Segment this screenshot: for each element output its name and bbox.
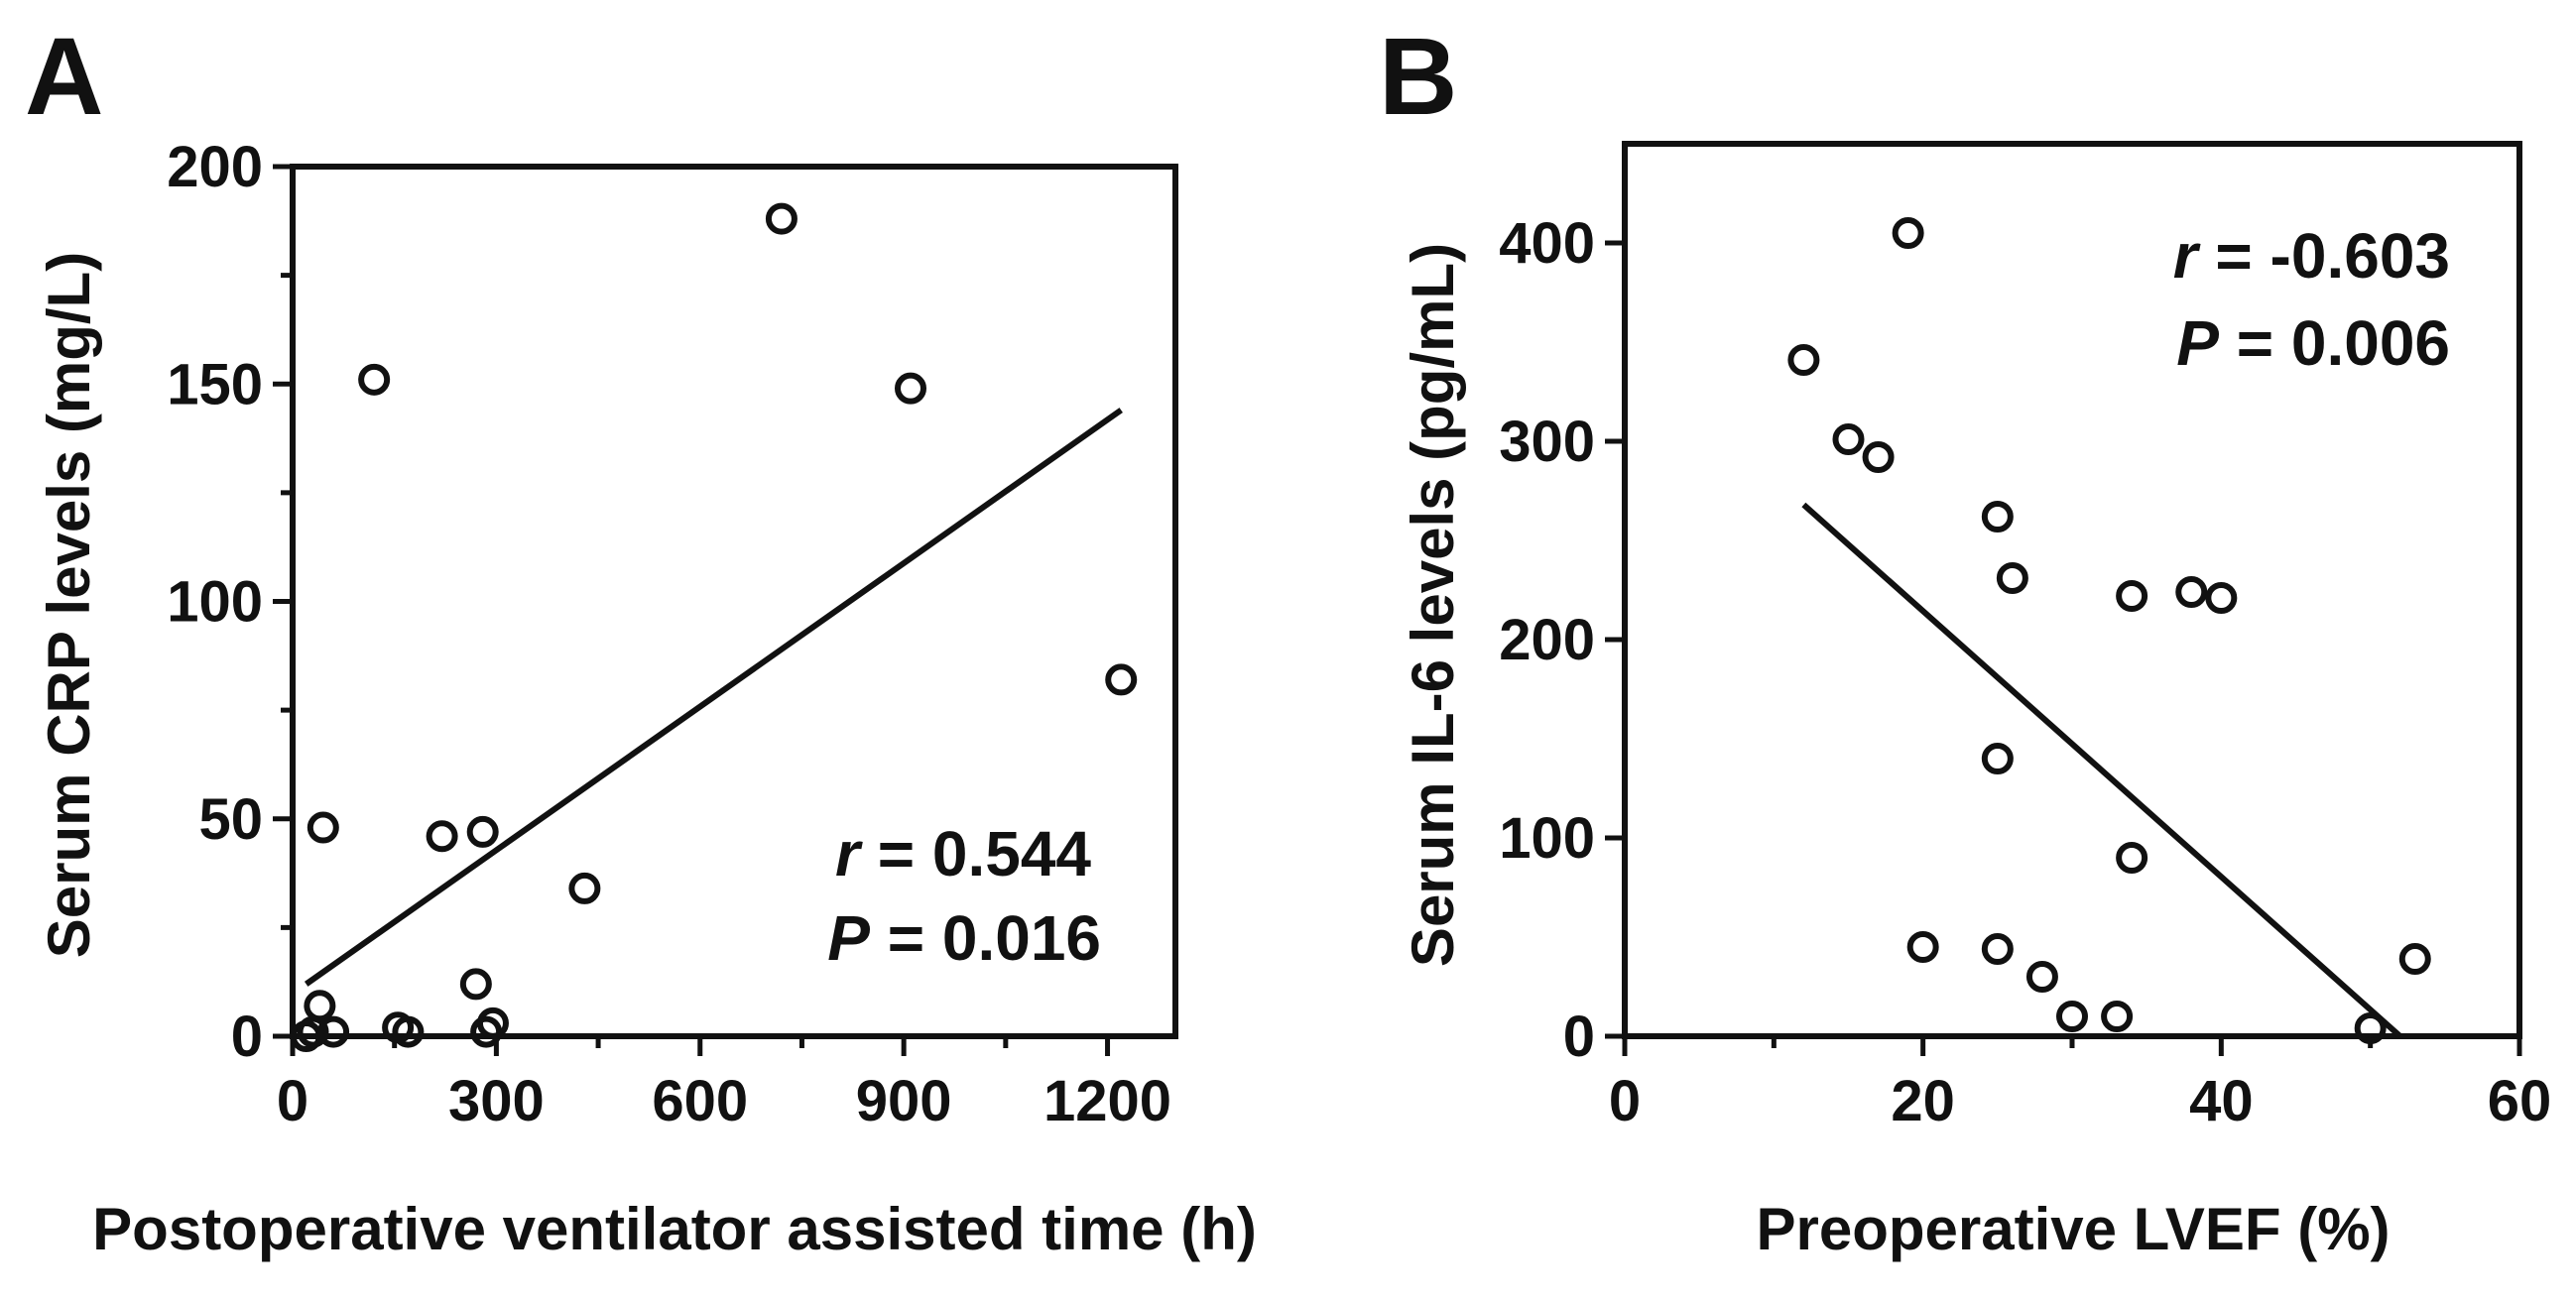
panel-b-y-tick-label: 0: [1563, 1005, 1595, 1069]
panel-a-data-point: [765, 202, 797, 235]
panel-a-data-point: [466, 815, 499, 848]
panel-a-data-point: [476, 1006, 509, 1039]
panel-b-y-tick-label: 100: [1499, 806, 1595, 871]
panel-b-data-point: [2116, 842, 2148, 874]
panel-b-x-tick-label: 60: [2488, 1069, 2552, 1133]
panel-a: A 0 300 600 900 1200 0 50 100 150 200 Postoperati…: [25, 16, 1257, 1262]
panel-b-data-point: [1981, 501, 2014, 533]
panel-a-x-tick-label: 1200: [1043, 1069, 1171, 1133]
panel-a-p-value: = 0.016: [870, 902, 1101, 974]
panel-a-data-point: [459, 968, 492, 1001]
panel-b-y-tick-label: 400: [1499, 211, 1595, 276]
panel-a-x-tick-label: 600: [652, 1069, 748, 1133]
panel-a-data-point: [307, 811, 339, 844]
panel-b-data-point: [2056, 1001, 2088, 1032]
panel-b-ticks: 0 20 40 60 0 100 200 300 400: [1499, 141, 2552, 1133]
panel-a-y-tick-label: 50: [198, 787, 263, 852]
panel-b-data-point: [2116, 580, 2148, 612]
panel-b-data-point: [2175, 576, 2208, 608]
panel-a-data-point: [1105, 663, 1138, 696]
panel-a-regression-line: [304, 408, 1123, 987]
panel-a-y-axis-label: Serum CRP levels (mg/L): [36, 252, 102, 958]
panel-a-letter: A: [25, 16, 103, 138]
panel-b-data-point: [1862, 441, 1895, 473]
panel-b-data-point: [1906, 931, 1939, 963]
panel-a-points: [290, 202, 1138, 1052]
panel-b-data-point: [2398, 943, 2431, 975]
panel-a-x-tick-label: 900: [856, 1069, 952, 1133]
panel-a-y-tick-label: 200: [167, 135, 263, 199]
panel-a-y-tick-label: 100: [167, 570, 263, 635]
panel-a-data-point: [568, 872, 601, 904]
panel-a-y-tick-label: 150: [167, 352, 263, 416]
panel-b-data-point: [1892, 217, 1924, 249]
panel-b-data-point: [1996, 562, 2028, 594]
panel-a-x-axis-label: Postoperative ventilator assisted time (…: [92, 1196, 1257, 1262]
panel-a-r-value: = 0.544: [860, 818, 1092, 889]
panel-b-x-tick-label: 40: [2189, 1069, 2254, 1133]
panel-a-r-symbol: r: [835, 818, 863, 889]
panel-b-data-point: [1832, 423, 1865, 455]
panel-a-data-point: [426, 820, 458, 853]
panel-b-x-tick-label: 20: [1891, 1069, 1955, 1133]
panel-b-p-value: = 0.006: [2219, 307, 2450, 379]
panel-a-data-point: [304, 990, 336, 1022]
panel-a-data-point: [392, 1015, 425, 1048]
panel-b-r-symbol: r: [2173, 220, 2201, 292]
panel-a-x-tick-label: 300: [448, 1069, 545, 1133]
panel-b-r-value: = -0.603: [2198, 220, 2450, 292]
panel-a-p-annotation: P = 0.016: [827, 902, 1101, 974]
panel-b-y-axis-label: Serum IL-6 levels (pg/mL): [1400, 243, 1466, 967]
panel-a-data-point: [317, 1015, 350, 1048]
panel-b-data-point: [1981, 933, 2014, 965]
panel-b-p-symbol: P: [2176, 307, 2219, 379]
panel-b-r-annotation: r = -0.603: [2173, 220, 2450, 292]
panel-b: B 0 20 40 60 0 100 200 300 400 Preoperative LVEF…: [1379, 16, 2551, 1262]
panel-a-y-tick-label: 0: [231, 1005, 263, 1069]
panel-a-p-symbol: P: [827, 902, 870, 974]
panel-b-data-point: [2025, 961, 2058, 993]
panel-b-points: [1787, 217, 2431, 1044]
panel-b-data-point: [2354, 1012, 2387, 1044]
panel-b-x-tick-label: 0: [1609, 1069, 1641, 1133]
panel-b-y-tick-label: 300: [1499, 410, 1595, 474]
panel-b-data-point: [1787, 344, 1820, 376]
panel-a-x-tick-label: 0: [277, 1069, 308, 1133]
panel-b-x-axis-label: Preoperative LVEF (%): [1756, 1196, 2390, 1262]
panel-a-data-point: [358, 363, 391, 396]
panel-b-letter: B: [1379, 16, 1457, 138]
panel-a-ticks: 0 300 600 900 1200 0 50 100 150 200: [167, 135, 1178, 1133]
panel-b-data-point: [1981, 743, 2014, 774]
panel-b-regression-line: [1801, 502, 2402, 1039]
panel-a-data-point: [895, 372, 926, 405]
panel-b-p-annotation: P = 0.006: [2176, 307, 2450, 379]
panel-a-r-annotation: r = 0.544: [835, 818, 1091, 889]
panel-b-y-tick-label: 200: [1499, 608, 1595, 672]
panel-b-data-point: [2205, 582, 2238, 614]
panel-b-data-point: [2101, 1001, 2134, 1032]
